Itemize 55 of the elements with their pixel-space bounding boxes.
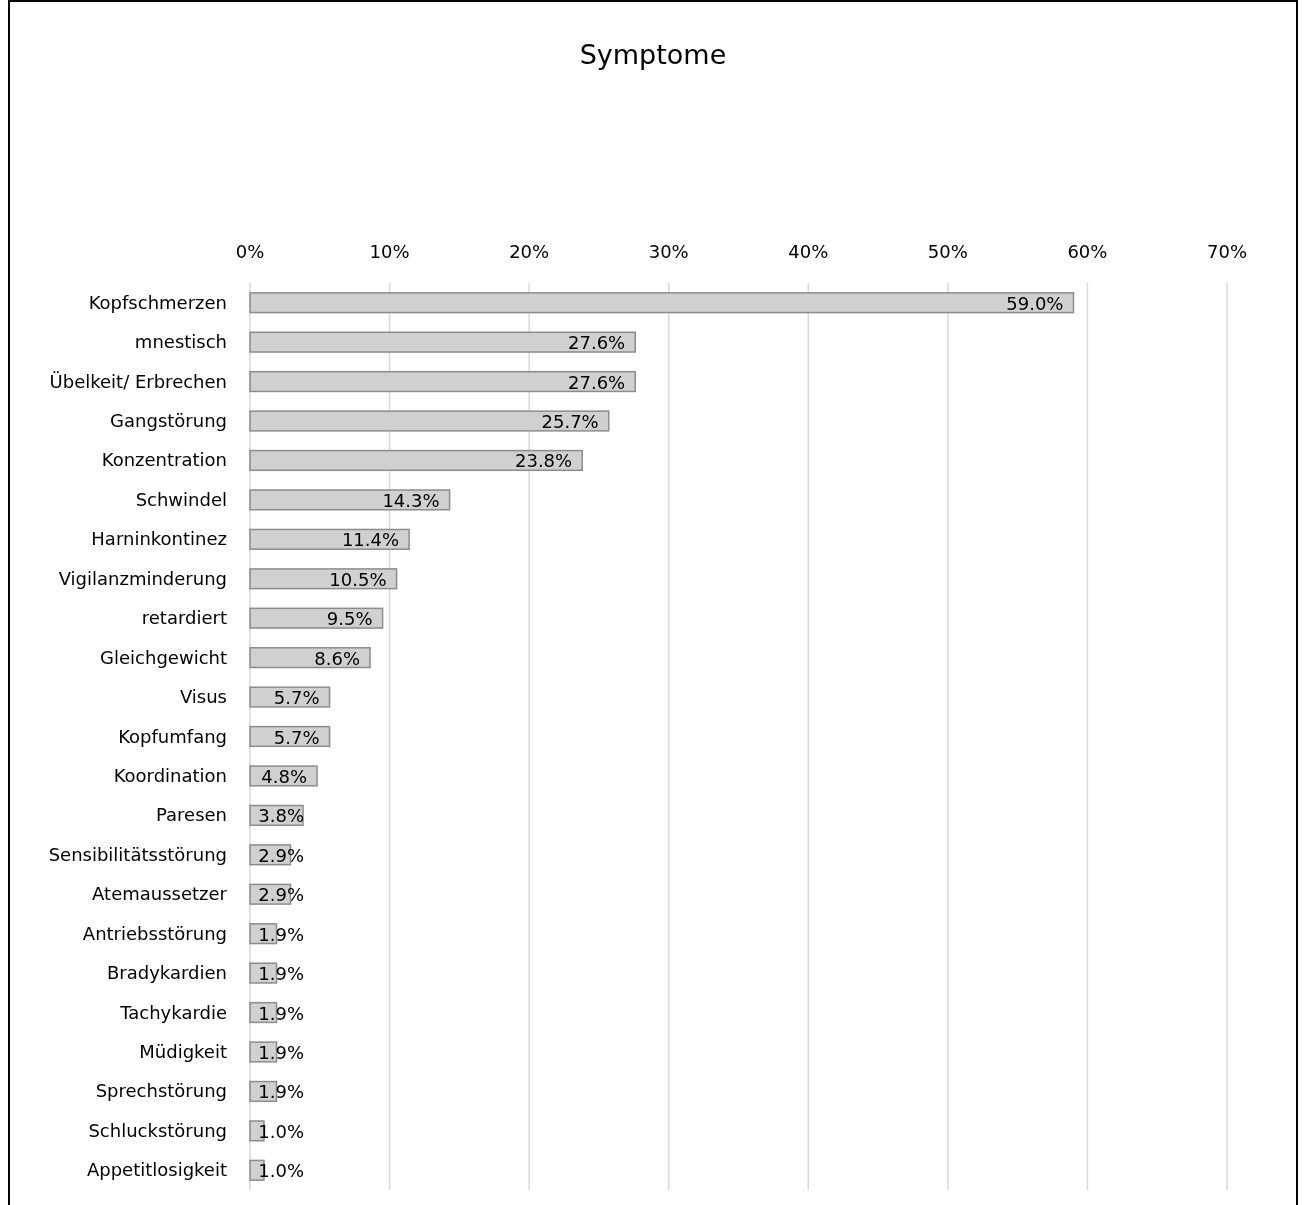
y-tick-label: Gleichgewicht xyxy=(100,646,227,668)
data-label: 1.0% xyxy=(258,1120,304,1142)
data-label: 9.5% xyxy=(326,608,373,630)
y-tick-label: Koordination xyxy=(113,764,227,786)
y-tick-label: Gangstörung xyxy=(110,410,227,432)
y-tick-label: mnestisch xyxy=(134,331,227,353)
data-label: 3.8% xyxy=(258,805,304,827)
y-tick-label: Paresen xyxy=(155,804,227,826)
y-tick-label: Schluckstörung xyxy=(88,1119,227,1141)
data-label: 8.6% xyxy=(314,647,361,669)
data-label: 1.9% xyxy=(258,1081,304,1103)
x-tick-label: 40% xyxy=(788,241,829,262)
data-label: 1.0% xyxy=(258,1160,304,1182)
data-label: 2.9% xyxy=(258,884,304,906)
y-tick-label: Vigilanzminderung xyxy=(58,567,227,589)
y-tick-label: Kopfschmerzen xyxy=(88,291,227,313)
x-tick-label: 30% xyxy=(648,241,689,262)
y-tick-label: Harninkontinez xyxy=(91,528,227,550)
x-tick-label: 10% xyxy=(369,241,410,262)
x-tick-label: 20% xyxy=(509,241,550,262)
data-label: 27.6% xyxy=(568,371,626,393)
data-label: 4.8% xyxy=(261,765,307,787)
data-label: 27.6% xyxy=(568,332,626,354)
y-tick-label: Müdigkeit xyxy=(139,1040,227,1062)
data-label: 14.3% xyxy=(382,489,440,511)
data-label: 5.7% xyxy=(273,687,320,709)
x-tick-label: 70% xyxy=(1206,241,1248,262)
y-tick-label: Bradykardien xyxy=(107,962,227,984)
data-label: 25.7% xyxy=(541,411,599,433)
data-label: 1.9% xyxy=(258,963,304,985)
data-label: 11.4% xyxy=(341,529,400,551)
data-label: 2.9% xyxy=(258,844,304,866)
data-label: 1.9% xyxy=(258,1002,304,1024)
y-tick-label: Antriebsstörung xyxy=(82,922,227,944)
data-label: 1.9% xyxy=(258,1041,304,1063)
y-tick-label: Schwindel xyxy=(135,488,227,510)
x-tick-label: 60% xyxy=(1067,241,1108,262)
y-tick-label: Atemaussetzer xyxy=(92,883,228,905)
data-label: 5.7% xyxy=(273,726,320,748)
data-label: 1.9% xyxy=(258,923,304,945)
y-tick-label: Appetitlosigkeit xyxy=(86,1159,227,1181)
data-label: 10.5% xyxy=(329,568,387,590)
y-tick-label: Sprechstörung xyxy=(95,1080,227,1102)
y-tick-label: Übelkeit/ Erbrechen xyxy=(49,370,227,392)
y-tick-label: retardiert xyxy=(141,607,227,629)
y-tick-label: Tachykardie xyxy=(119,1001,227,1023)
x-tick-label: 50% xyxy=(927,241,968,262)
x-tick-label: 0% xyxy=(235,241,265,262)
y-tick-label: Konzentration xyxy=(101,449,227,471)
y-tick-label: Visus xyxy=(179,686,227,708)
chart-title: Symptome xyxy=(579,39,727,70)
y-tick-label: Kopfumfang xyxy=(118,725,227,747)
data-label: 23.8% xyxy=(514,450,573,472)
data-label: 59.0% xyxy=(1006,292,1064,314)
y-tick-label: Sensibilitätsstörung xyxy=(48,843,227,865)
